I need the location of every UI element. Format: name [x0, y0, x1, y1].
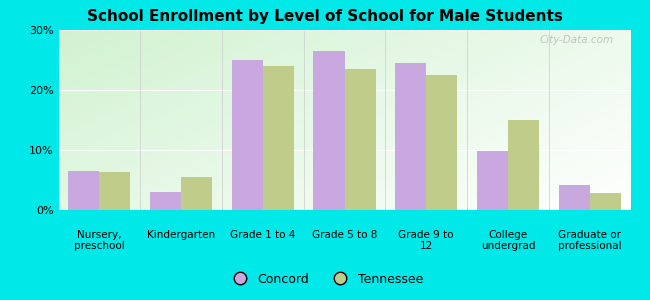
Text: Kindergarten: Kindergarten: [147, 230, 215, 239]
Text: Grade 5 to 8: Grade 5 to 8: [312, 230, 377, 239]
Bar: [263, 66, 294, 210]
Bar: [558, 185, 590, 210]
Bar: [395, 63, 426, 210]
Text: Grade 1 to 4: Grade 1 to 4: [230, 230, 296, 239]
Bar: [426, 75, 457, 210]
Bar: [181, 177, 212, 210]
Bar: [508, 120, 539, 210]
Bar: [313, 51, 345, 210]
Bar: [590, 193, 621, 210]
Text: Nursery,
preschool: Nursery, preschool: [74, 230, 125, 251]
Text: Grade 9 to
12: Grade 9 to 12: [398, 230, 454, 251]
Bar: [232, 60, 263, 210]
Text: City-Data.com: City-Data.com: [540, 35, 614, 45]
Bar: [150, 192, 181, 210]
Bar: [477, 151, 508, 210]
Legend: Concord, Tennessee: Concord, Tennessee: [222, 268, 428, 291]
Bar: [68, 171, 99, 210]
Text: School Enrollment by Level of School for Male Students: School Enrollment by Level of School for…: [87, 9, 563, 24]
Bar: [344, 69, 376, 210]
Text: Graduate or
professional: Graduate or professional: [558, 230, 621, 251]
Bar: [99, 172, 131, 210]
Text: College
undergrad: College undergrad: [481, 230, 535, 251]
